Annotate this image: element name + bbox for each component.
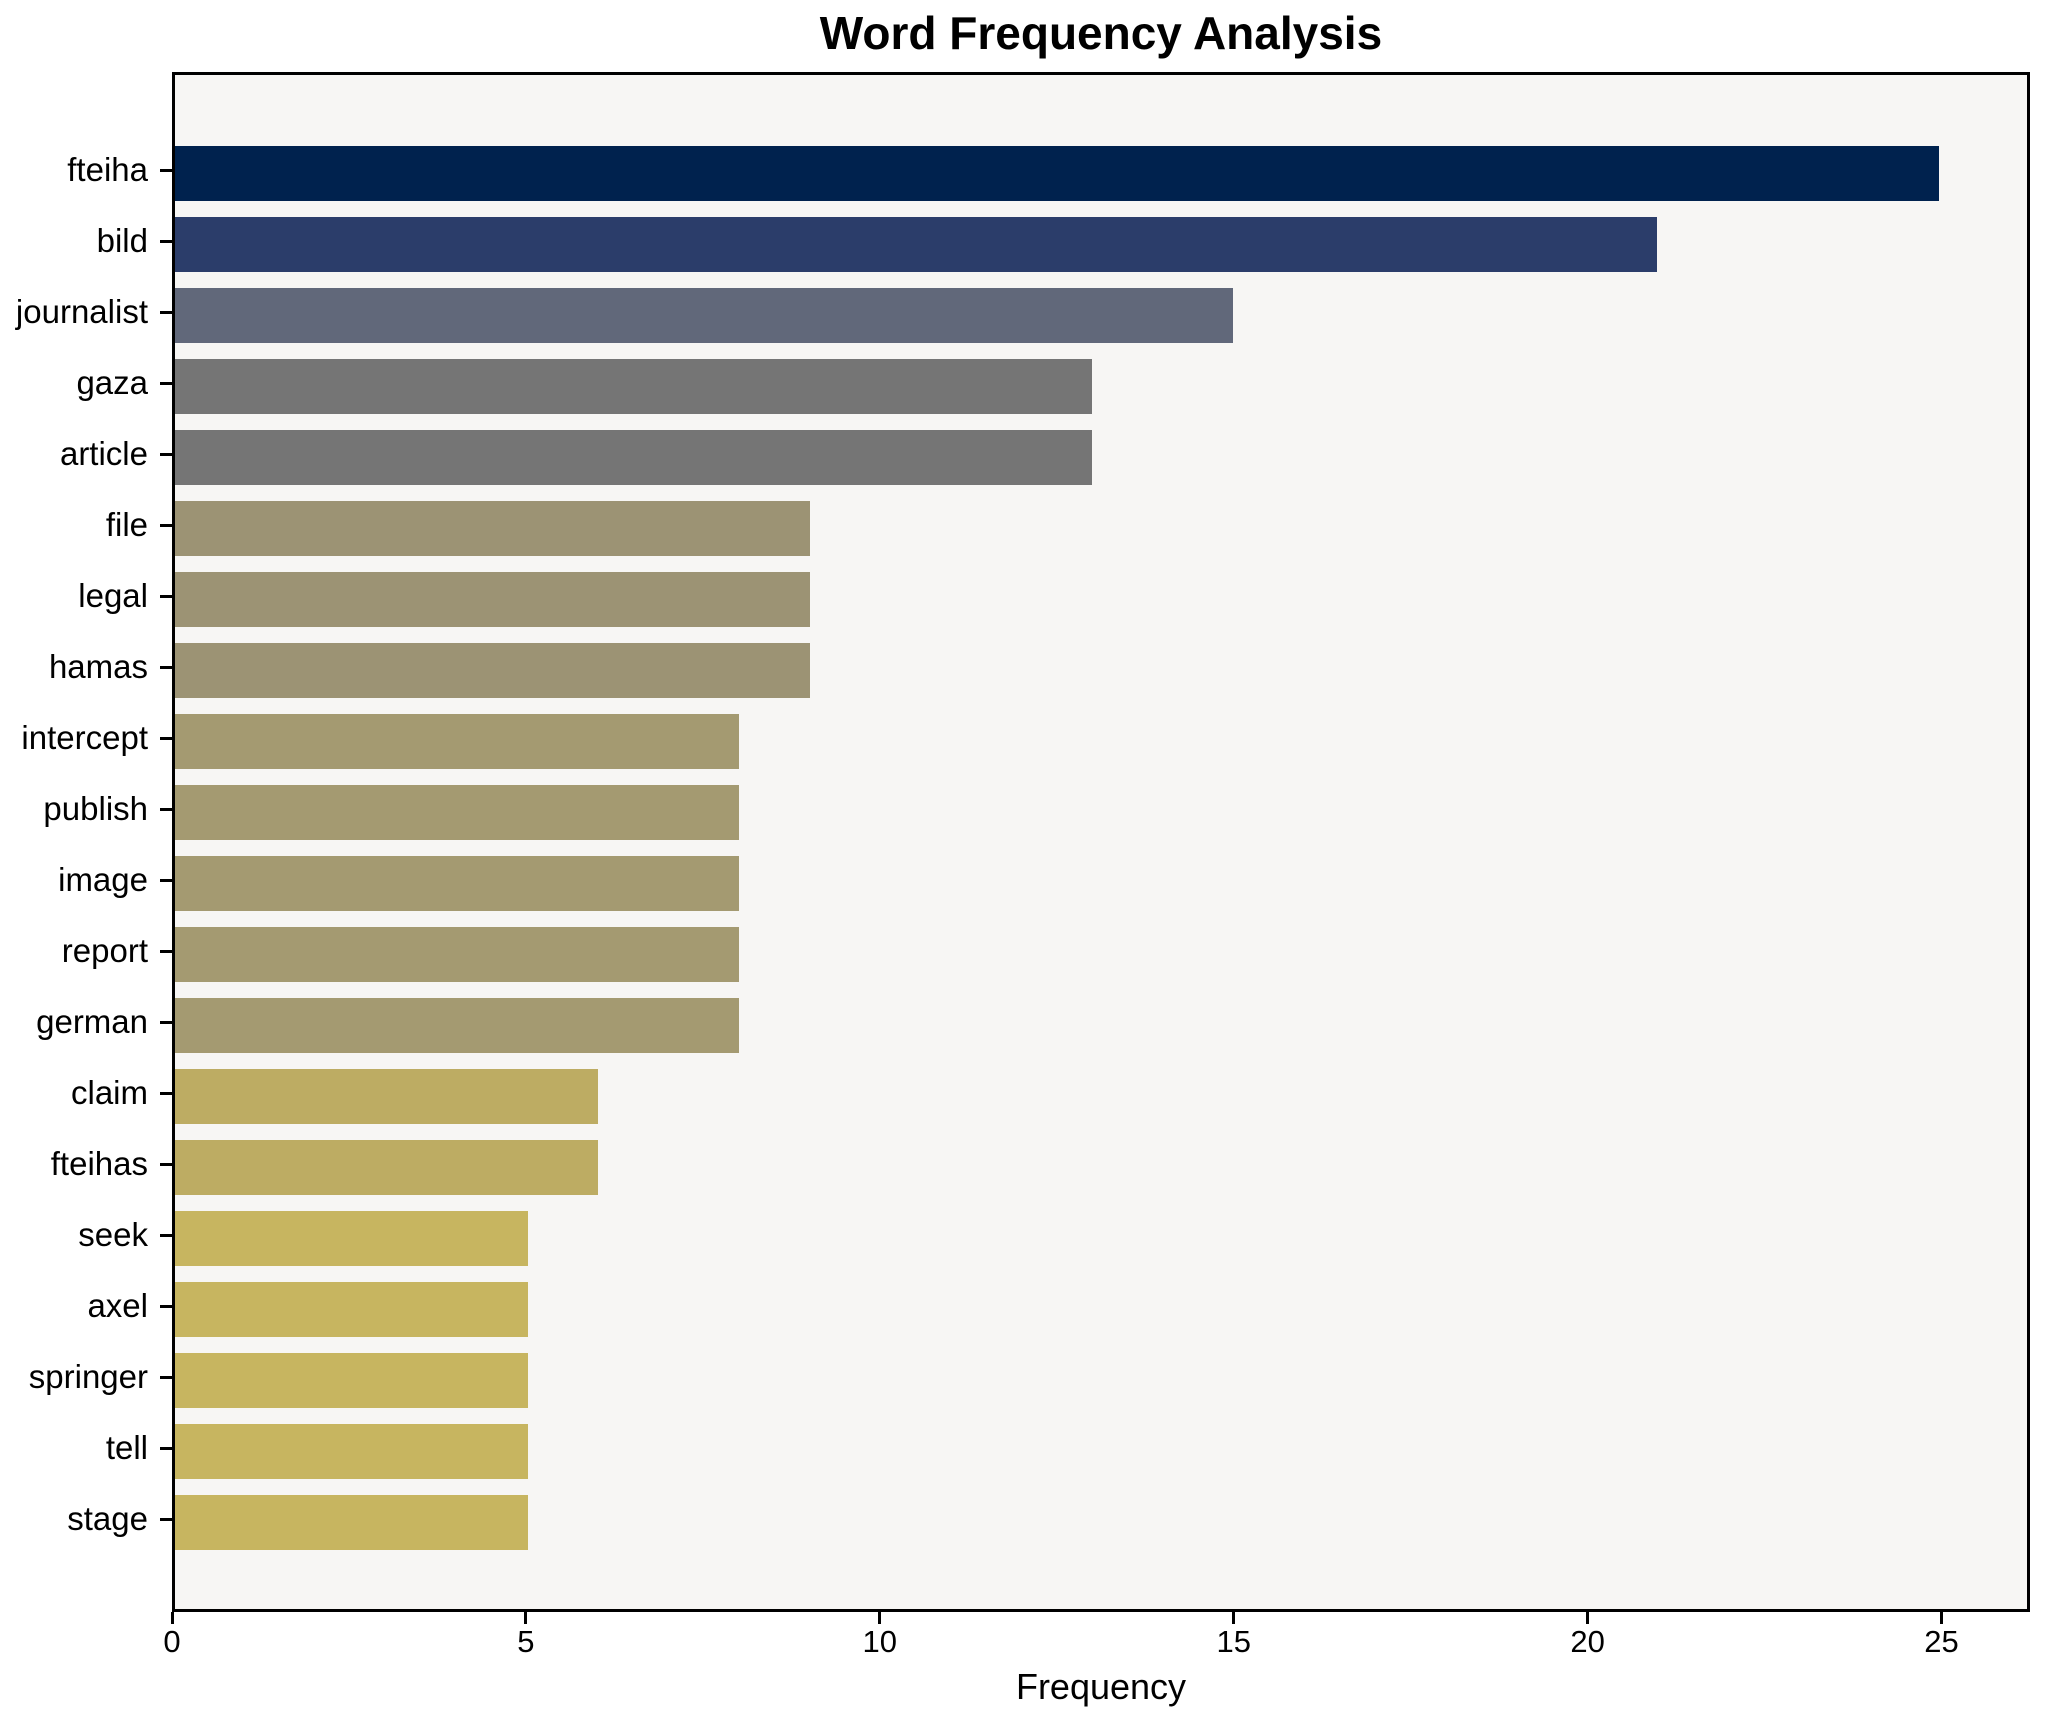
y-tick-label-legal: legal xyxy=(78,577,148,614)
bar-hamas xyxy=(175,642,810,698)
y-tick xyxy=(160,310,172,314)
y-tick xyxy=(160,1304,172,1308)
y-tick xyxy=(160,807,172,811)
chart-title: Word Frequency Analysis xyxy=(819,7,1383,59)
y-tick xyxy=(160,381,172,385)
x-axis-label: Frequency xyxy=(1015,1666,1187,1707)
y-tick-label-article: article xyxy=(59,435,148,472)
bar-image xyxy=(175,855,740,911)
y-tick-label-publish: publish xyxy=(43,790,148,827)
bar-bild xyxy=(175,216,1657,272)
y-tick-label-bild: bild xyxy=(96,222,148,259)
y-tick-label-file: file xyxy=(105,506,148,543)
x-tick xyxy=(524,1612,528,1624)
y-tick-label-fteiha: fteiha xyxy=(67,151,148,188)
bar-fteiha xyxy=(175,145,1939,201)
y-tick-label-claim: claim xyxy=(70,1074,148,1111)
plot-area xyxy=(172,72,2030,1612)
bar-seek xyxy=(175,1210,528,1266)
y-tick-label-intercept: intercept xyxy=(21,719,148,756)
y-tick-label-fteihas: fteihas xyxy=(50,1145,148,1182)
y-tick xyxy=(160,1517,172,1521)
y-tick-label-image: image xyxy=(58,861,148,898)
x-tick-label-10: 10 xyxy=(862,1624,898,1659)
bar-german xyxy=(175,997,740,1053)
y-tick xyxy=(160,1020,172,1024)
y-tick-label-report: report xyxy=(61,932,148,969)
y-tick-label-gaza: gaza xyxy=(76,364,148,401)
x-tick xyxy=(1232,1612,1236,1624)
bar-legal xyxy=(175,571,810,627)
x-tick-label-5: 5 xyxy=(517,1624,535,1659)
x-tick xyxy=(878,1612,882,1624)
bar-publish xyxy=(175,784,740,840)
y-tick xyxy=(160,239,172,243)
y-tick-label-axel: axel xyxy=(87,1287,148,1324)
x-tick xyxy=(170,1612,174,1624)
y-tick xyxy=(160,1375,172,1379)
x-tick-label-15: 15 xyxy=(1216,1624,1251,1659)
bar-article xyxy=(175,429,1093,485)
bar-fteihas xyxy=(175,1139,599,1195)
x-tick xyxy=(1940,1612,1944,1624)
y-tick xyxy=(160,1162,172,1166)
y-tick xyxy=(160,878,172,882)
y-tick xyxy=(160,1233,172,1237)
y-tick-label-tell: tell xyxy=(105,1429,148,1466)
bar-journalist xyxy=(175,287,1234,343)
bar-claim xyxy=(175,1068,599,1124)
y-tick xyxy=(160,949,172,953)
y-tick-label-journalist: journalist xyxy=(15,293,148,330)
y-tick xyxy=(160,1446,172,1450)
y-tick-label-springer: springer xyxy=(28,1358,148,1395)
x-tick-label-0: 0 xyxy=(163,1624,181,1659)
y-tick xyxy=(160,594,172,598)
y-tick-label-seek: seek xyxy=(78,1216,148,1253)
bar-gaza xyxy=(175,358,1093,414)
bar-springer xyxy=(175,1352,528,1408)
x-tick xyxy=(1586,1612,1590,1624)
bar-report xyxy=(175,926,740,982)
y-tick xyxy=(160,665,172,669)
bar-axel xyxy=(175,1281,528,1337)
x-tick-label-25: 25 xyxy=(1924,1624,1959,1659)
y-tick-label-hamas: hamas xyxy=(48,648,148,685)
bar-tell xyxy=(175,1423,528,1479)
y-tick xyxy=(160,736,172,740)
y-tick xyxy=(160,523,172,527)
bar-intercept xyxy=(175,713,740,769)
y-tick xyxy=(160,1091,172,1095)
bar-stage xyxy=(175,1494,528,1550)
y-tick xyxy=(160,168,172,172)
bar-file xyxy=(175,500,810,556)
y-tick-label-german: german xyxy=(36,1003,148,1040)
y-tick xyxy=(160,452,172,456)
y-tick-label-stage: stage xyxy=(67,1500,148,1537)
x-tick-label-20: 20 xyxy=(1570,1624,1605,1659)
